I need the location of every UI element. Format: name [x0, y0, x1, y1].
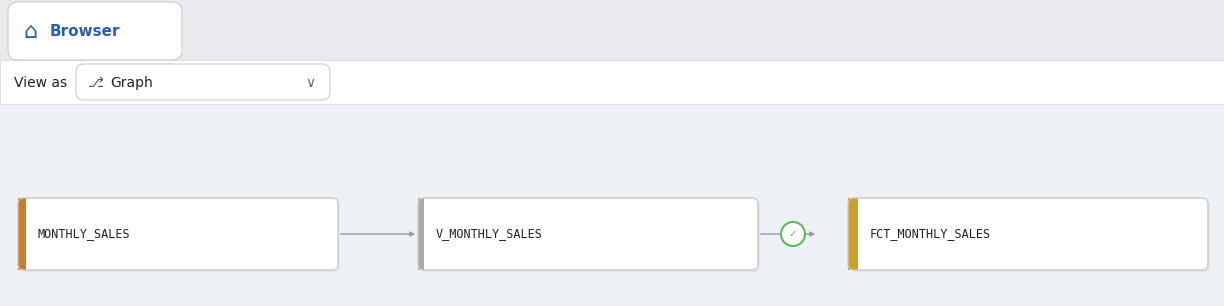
Text: Graph: Graph — [110, 76, 153, 90]
Text: ⎇: ⎇ — [88, 76, 104, 90]
Bar — [0, 105, 1224, 306]
Text: ⌂: ⌂ — [23, 22, 37, 42]
FancyBboxPatch shape — [18, 198, 338, 270]
FancyBboxPatch shape — [76, 64, 330, 100]
Text: MONTHLY_SALES: MONTHLY_SALES — [38, 227, 131, 241]
Bar — [18, 198, 26, 270]
FancyBboxPatch shape — [420, 200, 760, 272]
Bar — [419, 198, 424, 270]
FancyBboxPatch shape — [849, 200, 1211, 272]
FancyBboxPatch shape — [848, 198, 1208, 270]
FancyBboxPatch shape — [419, 198, 758, 270]
Bar — [0, 60, 1224, 104]
FancyBboxPatch shape — [9, 2, 182, 60]
Circle shape — [781, 222, 805, 246]
Text: FCT_MONTHLY_SALES: FCT_MONTHLY_SALES — [870, 227, 991, 241]
Text: ✓: ✓ — [789, 230, 797, 240]
FancyBboxPatch shape — [20, 200, 340, 272]
Text: View as: View as — [13, 76, 67, 90]
Text: V_MONTHLY_SALES: V_MONTHLY_SALES — [436, 227, 543, 241]
Bar — [848, 198, 858, 270]
Text: ∨: ∨ — [305, 76, 315, 90]
Text: Browser: Browser — [50, 24, 120, 39]
